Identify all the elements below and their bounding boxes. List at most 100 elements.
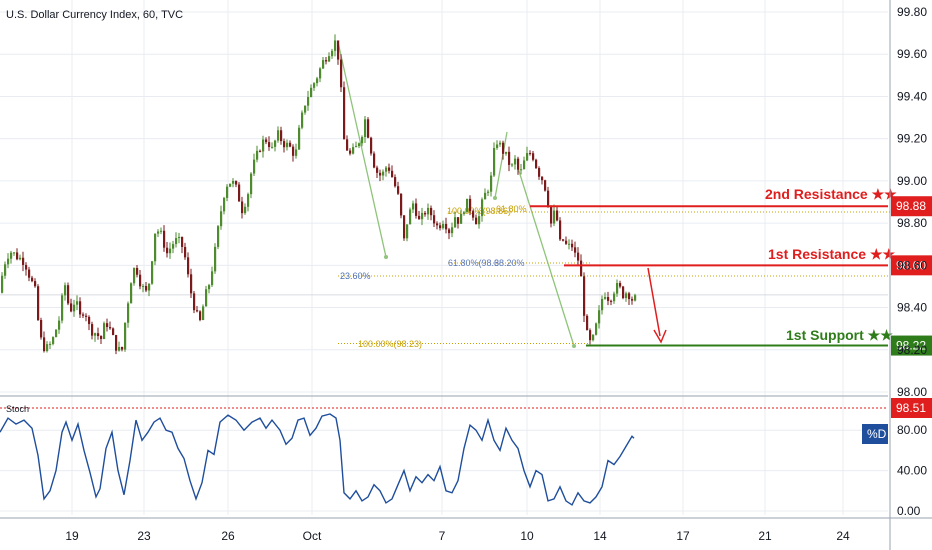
candle-body	[598, 310, 601, 324]
candle-body	[91, 324, 94, 336]
candle-body	[499, 142, 502, 145]
candle-body	[331, 50, 334, 57]
candle-body	[88, 316, 91, 325]
candle-body	[130, 283, 133, 304]
candle-body	[7, 258, 10, 265]
candle-body	[580, 260, 583, 277]
swing-line	[494, 131, 508, 199]
candle-body	[127, 303, 130, 323]
candle-body	[322, 60, 325, 69]
candle-body	[280, 130, 283, 142]
candle-body	[442, 223, 445, 229]
candle-body	[445, 223, 448, 230]
candle-body	[310, 87, 313, 98]
candle-body	[64, 285, 67, 296]
candle-body	[121, 346, 124, 350]
y-tick-label: 99.60	[897, 47, 927, 61]
chart-title: U.S. Dollar Currency Index, 60, TVC	[6, 9, 183, 21]
candle-body	[259, 150, 262, 152]
candle-body	[433, 215, 436, 224]
candle-body	[97, 333, 100, 336]
candle-body	[463, 212, 466, 214]
y-tick-label: 99.00	[897, 174, 927, 188]
candle-body	[418, 215, 421, 220]
candle-body	[25, 264, 28, 270]
candle-body	[502, 142, 505, 154]
candle-body	[274, 140, 277, 147]
candle-body	[154, 233, 157, 262]
candle-body	[85, 315, 88, 317]
candle-body	[214, 246, 217, 272]
candle-body	[253, 159, 256, 174]
candle-body	[298, 127, 301, 150]
candle-body	[67, 285, 70, 304]
stoch-y-tick-label: 0.00	[897, 504, 921, 518]
swing-arrow-head	[572, 344, 576, 348]
candle-body	[94, 333, 97, 336]
fib-label: 100.00%(98.86)	[447, 206, 511, 216]
candle-body	[391, 170, 394, 178]
candle-body	[247, 194, 250, 207]
candle-body	[79, 301, 82, 315]
candle-body	[349, 150, 352, 154]
candle-body	[412, 203, 415, 210]
candle-body	[19, 257, 22, 260]
candle-body	[319, 68, 322, 79]
candle-body	[358, 143, 361, 147]
stoch-d-badge	[862, 424, 888, 444]
y-tick-label: 99.20	[897, 132, 927, 146]
fib-label: 23.60%	[340, 271, 371, 281]
candle-body	[271, 146, 274, 148]
candle-body	[394, 177, 397, 187]
x-tick-label: 19	[65, 529, 79, 543]
candle-body	[295, 149, 298, 156]
candle-body	[361, 137, 364, 144]
candle-body	[571, 243, 574, 248]
stoch-level-value: 98.51	[896, 401, 926, 415]
x-tick-label: 23	[137, 529, 151, 543]
candle-body	[631, 299, 634, 301]
candle-body	[388, 167, 391, 171]
candle-body	[382, 171, 385, 176]
x-tick-label: Oct	[303, 529, 322, 543]
candle-body	[343, 87, 346, 140]
candle-body	[217, 226, 220, 247]
candle-body	[574, 247, 577, 253]
candle-body	[589, 330, 592, 341]
candle-body	[220, 211, 223, 227]
level-badge	[891, 196, 932, 217]
candle-body	[133, 267, 136, 284]
candle-body	[427, 207, 430, 215]
stoch-d-line	[0, 413, 635, 506]
candle-body	[163, 230, 166, 248]
candle-body	[10, 252, 13, 259]
candle-body	[43, 337, 46, 352]
candle-body	[37, 286, 40, 320]
x-tick-label: 17	[676, 529, 690, 543]
candle-body	[409, 209, 412, 225]
stoch-name: Stoch	[6, 404, 29, 414]
candle-body	[238, 184, 241, 202]
swing-arrow-head	[384, 255, 388, 259]
swing-line	[517, 167, 575, 347]
x-tick-label: 7	[439, 529, 446, 543]
level-label: 1st Resistance ★★	[768, 246, 895, 262]
candle-body	[517, 158, 520, 170]
level-badge	[891, 335, 932, 356]
candle-body	[268, 142, 271, 148]
candle-body	[328, 56, 331, 62]
projection-arrow-head	[653, 329, 667, 344]
candle-body	[481, 199, 484, 217]
candle-body	[604, 297, 607, 299]
candle-body	[505, 151, 508, 154]
candle-body	[208, 285, 211, 290]
candle-body	[400, 193, 403, 216]
candle-body	[46, 344, 49, 352]
candle-body	[595, 323, 598, 335]
candle-body	[181, 236, 184, 247]
candle-body	[31, 277, 34, 282]
candle-body	[265, 139, 268, 143]
candle-body	[352, 147, 355, 154]
